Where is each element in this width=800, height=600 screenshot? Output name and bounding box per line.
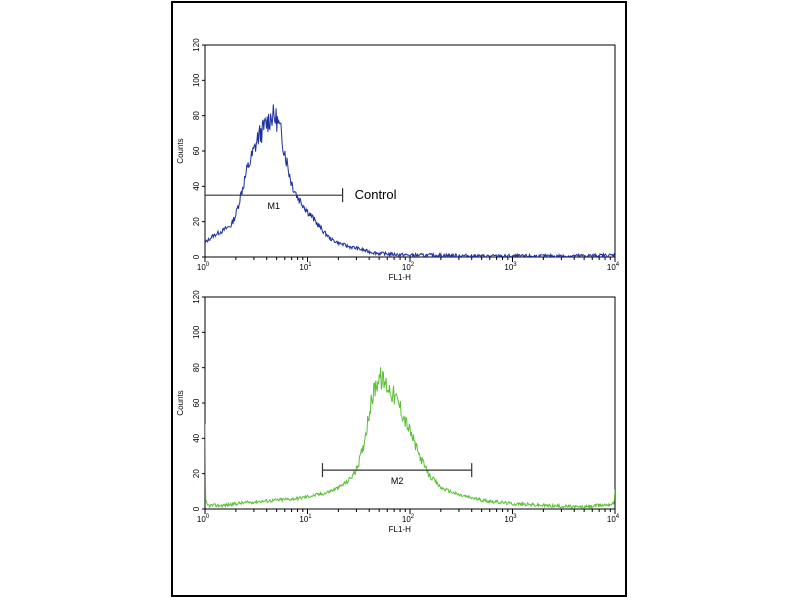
x-tick-label: 102: [402, 514, 415, 524]
plot-area: [204, 296, 616, 510]
x-axis-title: FL1-H: [389, 273, 411, 282]
x-tick-label: 103: [504, 262, 517, 272]
y-tick-label: 0: [192, 254, 201, 259]
histogram-panel-2: 0 20 40 60 80 100 120 100 101 102 103 104 FL1-H Count…: [176, 290, 620, 534]
histogram-trace: [205, 104, 615, 257]
y-tick-label: 60: [192, 146, 201, 155]
x-tick-label: 100: [197, 262, 210, 272]
y-axis-title: Counts: [176, 138, 185, 163]
y-axis-title: Counts: [176, 390, 185, 415]
x-tick-label: 102: [402, 262, 415, 272]
y-tick-label: 100: [192, 73, 201, 87]
histogram-panel-1: 0 20 40 60 80 100 120 100 101 102 103 104 FL1-H Count…: [176, 38, 620, 282]
y-tick-label: 20: [192, 469, 201, 478]
marker-label: M1: [268, 201, 281, 211]
y-tick-label: 120: [192, 38, 201, 52]
marker-label: M2: [391, 476, 404, 486]
x-tick-label: 101: [299, 262, 312, 272]
y-tick-label: 100: [192, 325, 201, 339]
x-axis-title: FL1-H: [389, 525, 411, 534]
x-tick-label: 100: [197, 514, 210, 524]
y-tick-label: 60: [192, 398, 201, 407]
control-annotation: Control: [355, 187, 397, 202]
x-tick-label: 103: [504, 514, 517, 524]
y-tick-label: 0: [192, 506, 201, 511]
plot-area: [204, 44, 616, 258]
y-tick-label: 80: [192, 363, 201, 372]
y-tick-label: 80: [192, 111, 201, 120]
y-tick-label: 20: [192, 217, 201, 226]
x-tick-label: 104: [607, 514, 620, 524]
histogram-trace: [205, 367, 615, 509]
y-tick-label: 40: [192, 181, 201, 190]
x-tick-label: 104: [607, 262, 620, 272]
y-tick-label: 40: [192, 433, 201, 442]
x-tick-label: 101: [299, 514, 312, 524]
y-tick-label: 120: [192, 290, 201, 304]
figure-frame: [171, 1, 627, 597]
